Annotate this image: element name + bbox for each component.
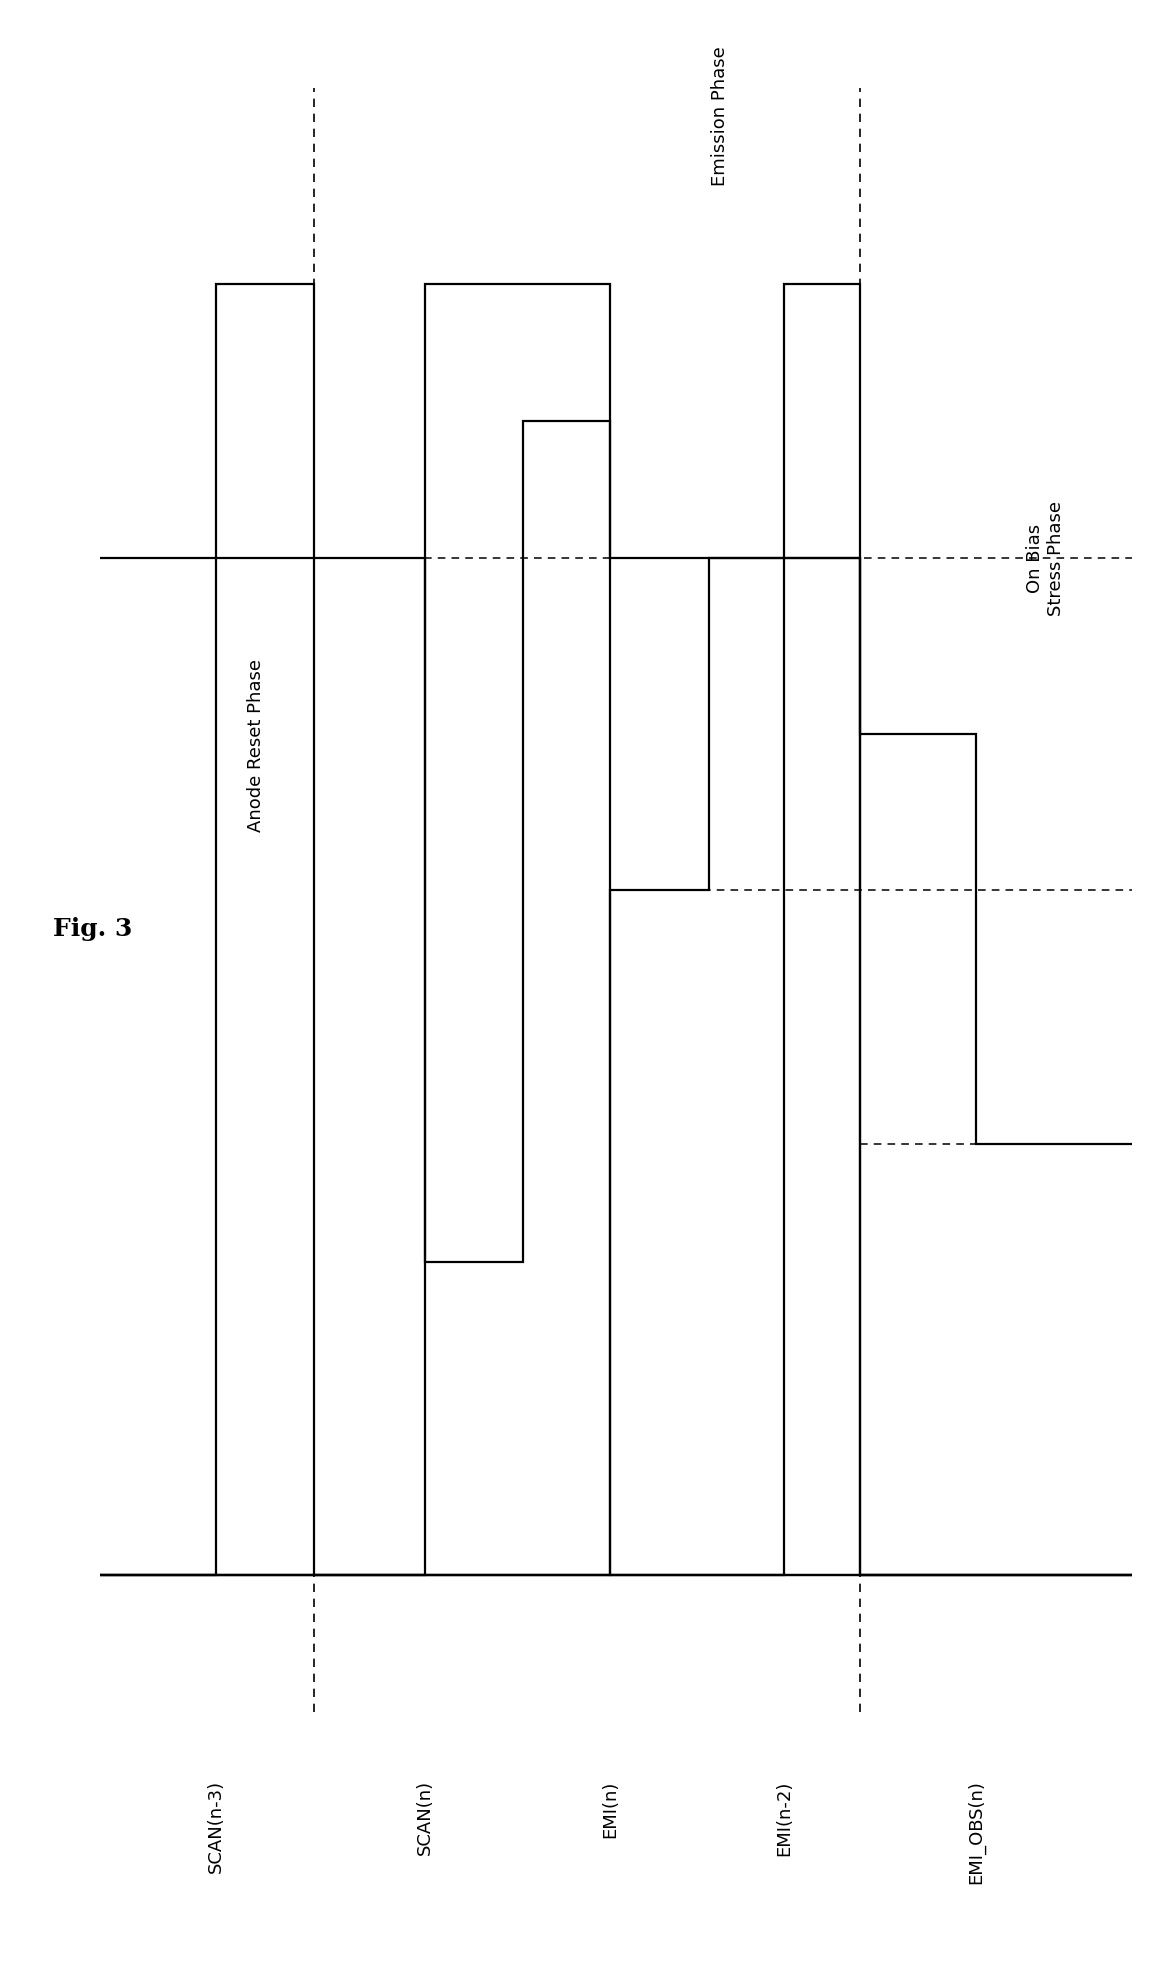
Text: On Bias
Stress Phase: On Bias Stress Phase (1026, 501, 1065, 616)
Text: SCAN(n-3): SCAN(n-3) (207, 1780, 224, 1872)
Text: EMI_OBS(n): EMI_OBS(n) (966, 1780, 985, 1884)
Text: SCAN(n): SCAN(n) (416, 1780, 433, 1855)
Text: EMI(n-2): EMI(n-2) (775, 1780, 794, 1855)
Text: Anode Reset Phase: Anode Reset Phase (248, 659, 265, 831)
Text: Fig. 3: Fig. 3 (53, 917, 133, 941)
Text: Emission Phase: Emission Phase (711, 45, 729, 185)
Text: EMI(n): EMI(n) (601, 1780, 619, 1837)
